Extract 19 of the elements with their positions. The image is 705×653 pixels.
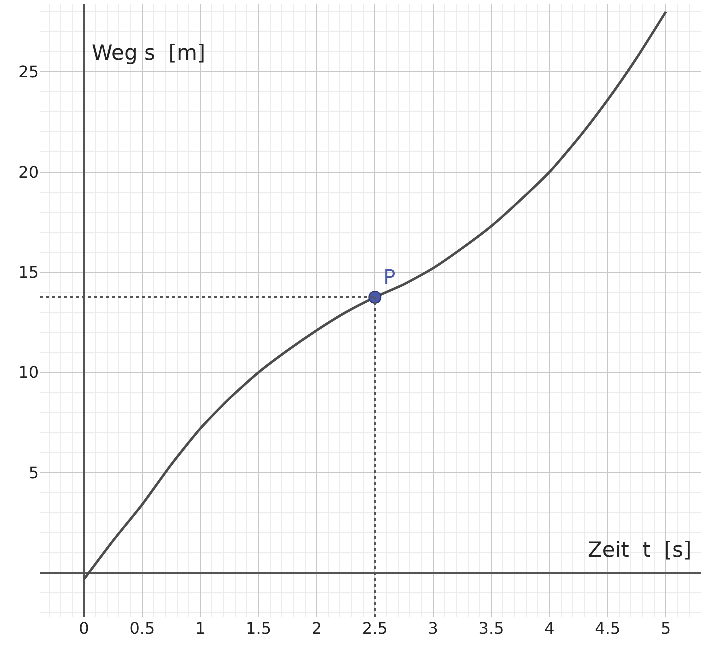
x-tick-label: 0 xyxy=(79,619,90,638)
x-tick-label: 3.5 xyxy=(478,619,504,638)
y-axis-title: Weg s [m] xyxy=(92,41,206,65)
x-tick-label: 1 xyxy=(196,619,206,638)
y-tick-label: 25 xyxy=(18,62,39,82)
x-tick-label: 2.5 xyxy=(362,619,388,638)
x-tick-label: 1.5 xyxy=(246,619,272,638)
x-tick-label: 4.5 xyxy=(595,619,621,638)
y-tick-label: 20 xyxy=(18,162,39,182)
x-tick-label: 2 xyxy=(312,619,322,638)
series-label: P xyxy=(384,264,396,289)
y-tick-label: 15 xyxy=(18,263,39,282)
y-tick-label: 10 xyxy=(18,363,39,382)
x-tick-label: 0.5 xyxy=(130,619,156,638)
x-tick-label: 4 xyxy=(544,619,555,638)
y-tick-label: 5 xyxy=(28,463,39,482)
x-tick-label: 5 xyxy=(660,619,672,638)
x-tick-label: 3 xyxy=(428,619,438,638)
x-axis-title: Zeit t [s] xyxy=(588,538,692,562)
